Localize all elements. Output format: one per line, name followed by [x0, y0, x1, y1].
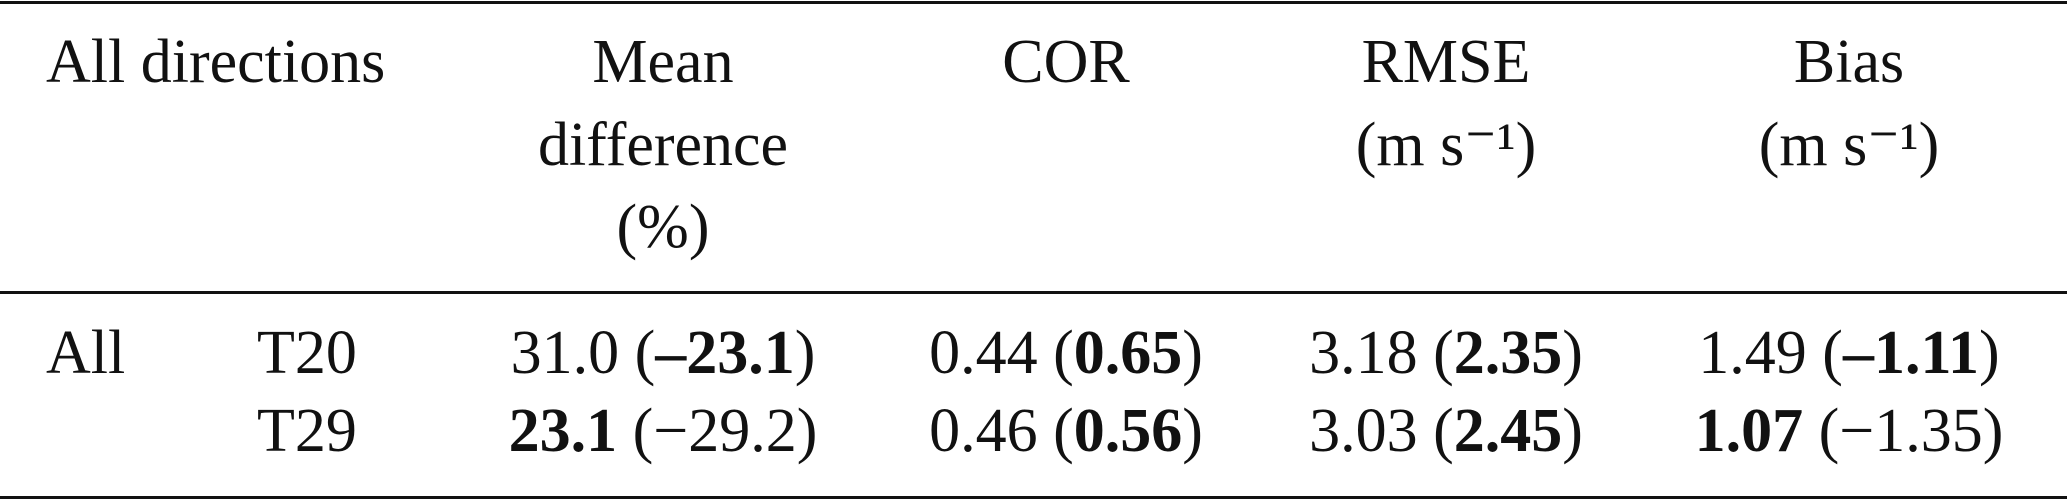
data-cell: 31.0 (–23.1) — [511, 322, 816, 384]
bottom-rule — [0, 496, 2067, 499]
data-cell: 1.07 (−1.35) — [1695, 400, 2004, 462]
data-cell: 3.18 (2.35) — [1309, 322, 1583, 384]
header-cell: (m s⁻¹) — [1355, 111, 1537, 179]
cell-text: (−29.2) — [617, 397, 818, 465]
header-cell: Mean — [592, 28, 734, 96]
header-cell: difference — [537, 111, 789, 179]
cell-text: 0.65 — [1073, 319, 1183, 387]
cell-text: ) — [1182, 319, 1203, 387]
cell-text: 0.46 ( — [929, 397, 1074, 465]
cell-text: –1.11 — [1842, 319, 1980, 387]
cell-text: 2.45 — [1453, 397, 1563, 465]
header-cell: COR — [1002, 28, 1130, 96]
header-cell: RMSE — [1361, 28, 1531, 96]
cell-text: ) — [1562, 397, 1583, 465]
row-label: All — [46, 319, 126, 387]
data-cell: 23.1 (−29.2) — [509, 400, 818, 462]
model-label: T20 — [257, 319, 357, 387]
cell-text: ) — [1182, 397, 1203, 465]
cell-text: 3.03 ( — [1309, 397, 1454, 465]
cell-text: 23.1 — [508, 397, 618, 465]
cell-text: 3.18 ( — [1309, 319, 1454, 387]
header-cell: (m s⁻¹) — [1758, 111, 1940, 179]
top-rule — [0, 1, 2067, 4]
cell-text: ) — [1979, 319, 2000, 387]
data-cell: 0.44 (0.65) — [929, 322, 1203, 384]
cell-text: ) — [794, 319, 816, 387]
data-cell: 0.46 (0.56) — [929, 400, 1203, 462]
header-cell: All directions — [46, 28, 386, 96]
model-label: T29 — [257, 397, 357, 465]
mid-rule — [0, 291, 2067, 294]
header-cell: (%) — [616, 193, 710, 261]
cell-text: (−1.35) — [1803, 397, 2004, 465]
cell-text: ) — [1562, 319, 1583, 387]
cell-text: 31.0 ( — [510, 319, 656, 387]
cell-text: 0.44 ( — [929, 319, 1074, 387]
cell-text: 0.56 — [1073, 397, 1183, 465]
cell-text: 1.49 ( — [1698, 319, 1843, 387]
cell-text: –23.1 — [655, 319, 795, 387]
data-cell: 3.03 (2.45) — [1309, 400, 1583, 462]
header-cell: Bias — [1793, 28, 1905, 96]
cell-text: 1.07 — [1694, 397, 1804, 465]
data-cell: 1.49 (–1.11) — [1698, 322, 1999, 384]
cell-text: 2.35 — [1453, 319, 1563, 387]
